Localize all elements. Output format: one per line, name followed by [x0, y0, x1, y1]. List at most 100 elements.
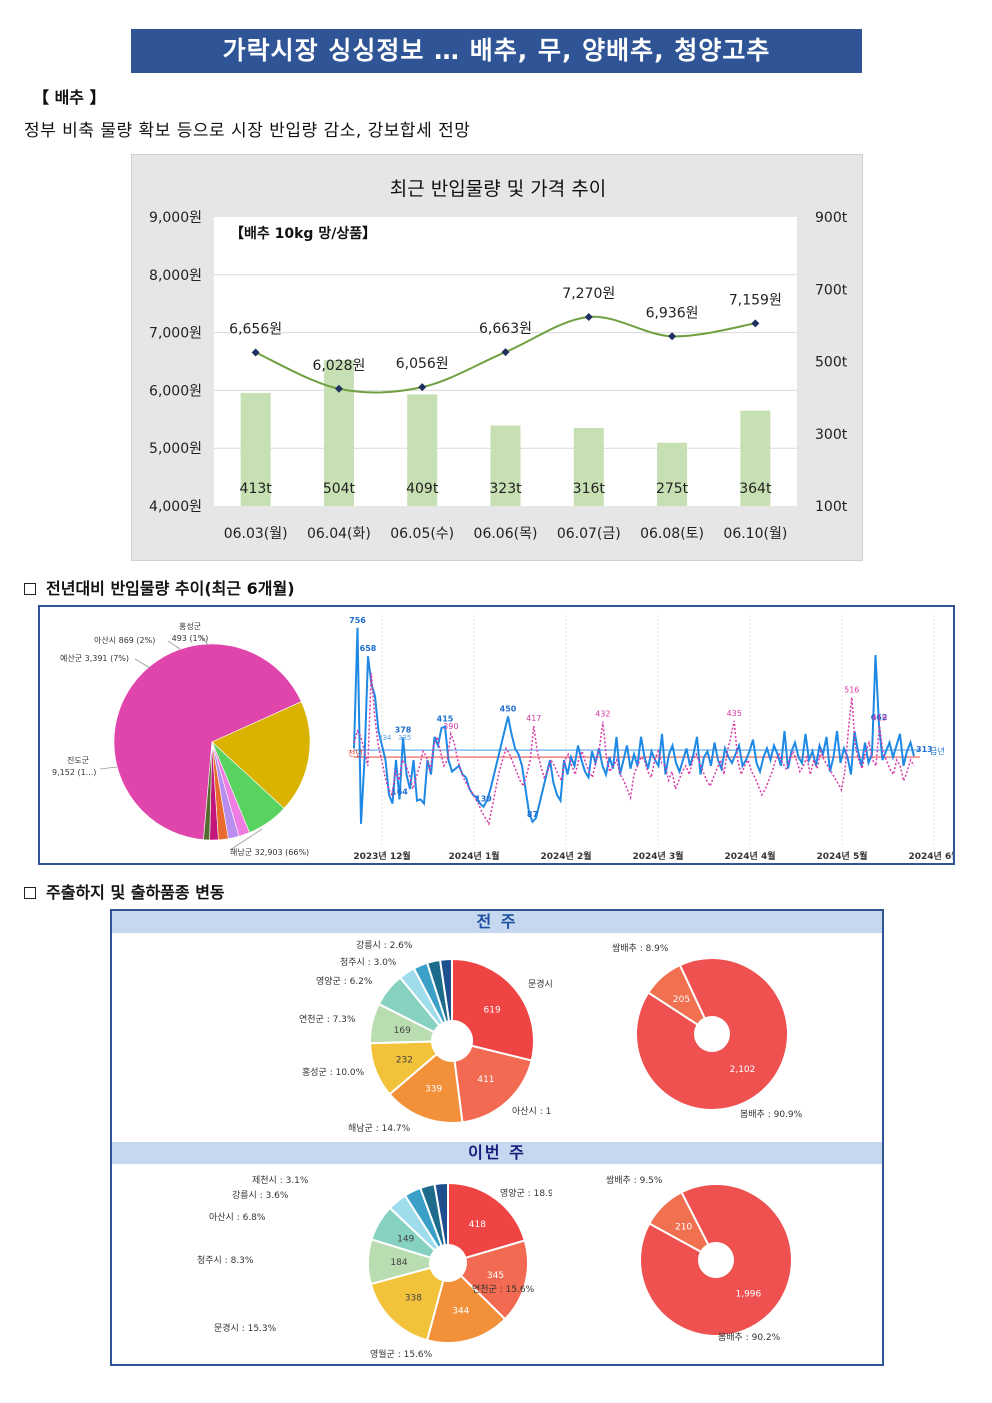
y-left-tick-label: 9,000원	[149, 210, 202, 226]
section2-heading: 전년대비 반입물량 추이(최근 6개월)	[24, 575, 295, 599]
bar-value-label: 413t	[240, 481, 273, 497]
volume-bar	[657, 442, 688, 506]
section2-title: 전년대비 반입물량 추이(최근 6개월)	[46, 579, 295, 598]
bar-value-label: 409t	[406, 481, 439, 497]
donut-last-week-category-label: 아산시 : 17.8%	[512, 1106, 552, 1117]
pie-slice-label: 아산시 869 (2%)	[94, 635, 155, 645]
price-value-label: 7,270원	[562, 286, 615, 302]
donut-this-week-value-label: 184	[390, 1258, 407, 1268]
donut-this-week-category-label: 아산시 : 6.8%	[209, 1212, 266, 1223]
this-year-point-label: 415	[437, 715, 454, 724]
donut-variety-last-slice	[635, 957, 789, 1111]
donut-variety-last-value-label: 205	[673, 995, 690, 1005]
donut-variety-last-value-label: 2,102	[730, 1065, 756, 1075]
donut-this-week-category-label: 연천군 : 15.6%	[472, 1284, 535, 1295]
donut-last-week-category-label: 홍성군 : 10.0%	[302, 1066, 365, 1078]
pie-slice-label: 9,152 (1...)	[52, 768, 96, 777]
donut-last-week-slice	[451, 957, 535, 1062]
price-marker	[418, 383, 427, 392]
origin-pie-chart: 해남군 32,903 (66%) 진도군 9,152 (1...) 예산군 3,391…	[52, 621, 311, 857]
chart-title: 최근 반입물량 및 가격 추이	[390, 178, 606, 200]
pie-leader-line	[229, 828, 263, 851]
series-line-last-year	[353, 672, 915, 826]
x-category-label: 06.03(월)	[224, 526, 288, 542]
last-year-point-label: 419	[872, 713, 887, 722]
donut-this-week-value-label: 345	[487, 1271, 504, 1281]
this-year-point-label: 756	[349, 616, 366, 625]
donut-variety-last-week: 2,102 205 봄배추 : 90.9% 쌈배추 : 8.9%	[612, 943, 803, 1120]
pie-slice-label: 예산군 3,391 (7%)	[60, 653, 129, 663]
x-category-label: 06.08(토)	[640, 526, 704, 542]
donut-last-week-value-label: 339	[425, 1085, 442, 1095]
price-volume-chart: 최근 반입물량 및 가격 추이 【배추 10kg 망/상품】 4,000원 5,000…	[131, 154, 863, 561]
section-label-cabbage: 【 배추 】	[33, 88, 106, 107]
y-right-tick-label: 700t	[815, 282, 848, 298]
lead-text: 정부 비축 물량 확보 등으로 시장 반입량 감소, 강보합세 전망	[24, 121, 471, 141]
volume-bar	[740, 410, 771, 506]
donut-this-week-category-label: 제천시 : 3.1%	[252, 1175, 309, 1186]
donut-this-week-category-label: 강릉시 : 3.6%	[232, 1190, 289, 1201]
y-left-tick-label: 5,000원	[149, 441, 202, 457]
donut-this-week-category-label: 문경시 : 15.3%	[214, 1322, 277, 1334]
x-category-label: 06.04(화)	[307, 526, 371, 542]
price-value-label: 6,056원	[396, 356, 449, 372]
this-year-point-label: 313	[916, 745, 933, 754]
checkbox-square-icon	[24, 583, 36, 595]
price-value-label: 6,936원	[646, 305, 699, 321]
price-marker	[334, 384, 343, 393]
price-marker	[584, 312, 593, 321]
volume-bar	[240, 392, 271, 506]
this-year-point-label: 87	[527, 810, 538, 819]
donut-this-week-value-label: 149	[397, 1234, 414, 1244]
donut-this-week-value-label: 338	[405, 1294, 422, 1304]
this-year-point-label: 450	[500, 705, 517, 714]
avg-label: 335	[398, 734, 411, 742]
price-value-label: 6,663원	[479, 321, 532, 337]
last-year-point-label: 432	[595, 710, 610, 719]
this-year-point-label: 662	[871, 713, 888, 722]
origin-pie-slice	[113, 643, 302, 840]
x-tick-label: 2024년 1월	[448, 850, 499, 862]
volume-bar	[573, 427, 604, 506]
price-volume-chart-svg: 최근 반입물량 및 가격 추이 【배추 10kg 망/상품】 4,000원 5,000…	[149, 178, 848, 542]
volume-bar	[407, 394, 438, 506]
yoy-volume-panel: 해남군 32,903 (66%) 진도군 9,152 (1...) 예산군 3,391…	[38, 605, 955, 865]
donut-variety-last-slice	[646, 963, 707, 1027]
donut-this-week-slice	[459, 1239, 529, 1321]
donut-this-week-slice	[433, 1181, 449, 1247]
checkbox-square-icon	[24, 887, 36, 899]
pie-slice-label: 해남군 32,903 (66%)	[230, 847, 309, 857]
donut-last-week-value-label: 619	[484, 1006, 501, 1016]
bar-value-label: 275t	[656, 481, 689, 497]
last-year-point-label: 417	[526, 714, 541, 723]
section3-heading: 주출하지 및 출하품종 변동	[24, 879, 225, 903]
series-line-this-year	[353, 627, 915, 824]
donut-this-week-slice	[447, 1181, 527, 1260]
price-marker	[751, 319, 760, 328]
donut-variety-last-category-label: 쌈배추 : 8.9%	[612, 943, 669, 954]
x-category-label: 06.10(월)	[723, 526, 787, 542]
price-marker	[668, 332, 677, 341]
donut-last-week-category-label: 연천군 : 7.3%	[299, 1014, 356, 1025]
x-category-label: 06.06(목)	[474, 526, 538, 542]
pie-leader-line	[199, 634, 209, 646]
donut-variety-this-value-label: 210	[675, 1223, 692, 1233]
y-right-tick-label: 900t	[815, 210, 848, 226]
pie-slice-label: 홍성군	[179, 621, 201, 631]
y-right-tick-label: 100t	[815, 499, 848, 515]
donut-last-week-category-label: 문경시 : 26.8%	[528, 978, 552, 990]
last-year-point-label: 516	[844, 685, 859, 694]
this-year-point-label: 658	[360, 644, 377, 653]
volume-bar	[490, 425, 521, 506]
donut-last-week-slice	[438, 957, 453, 1023]
donut-variety-this-category-label: 쌈배추 : 9.5%	[606, 1175, 663, 1186]
this-year-point-label: 164	[391, 787, 408, 796]
section3-title: 주출하지 및 출하품종 변동	[46, 883, 225, 902]
donut-variety-this-slice	[639, 1183, 793, 1337]
donut-last-week-category-label: 청주시 : 3.0%	[340, 957, 397, 968]
donut-this-week-value-label: 418	[469, 1220, 486, 1230]
legend-last-year: 전년	[348, 748, 363, 758]
donut-last-week-category-label: 강릉시 : 2.6%	[356, 940, 413, 951]
donut-origin-last-week: 619 411 339 232 169 문경시 : 26.8% 아산시 : 17.8% 해남군…	[299, 940, 552, 1134]
origin-pie-slice	[203, 741, 213, 841]
